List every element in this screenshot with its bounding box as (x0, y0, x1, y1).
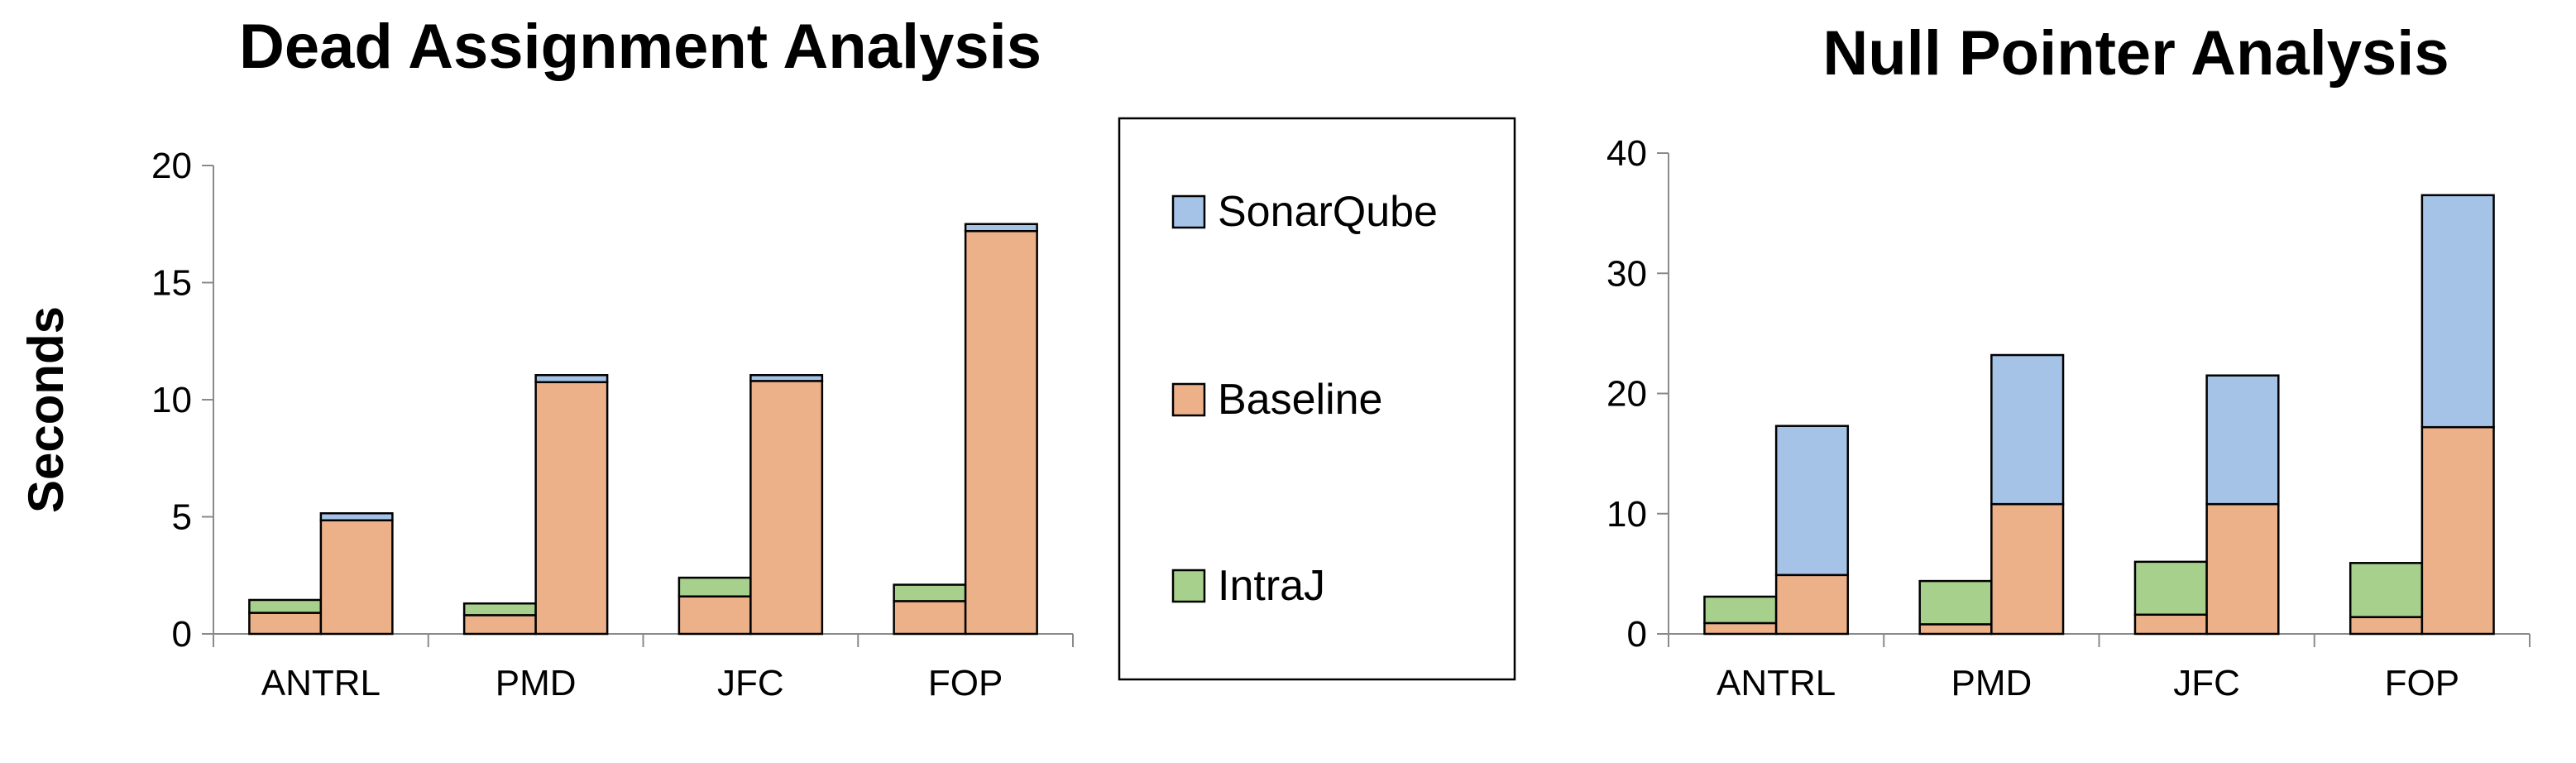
axes: 0 10 20 30 40 ANTRL PMD JFC FOP (1606, 133, 2531, 703)
bar-intraj-pmd (1918, 579, 1993, 626)
y-tick-label: 30 (1606, 253, 1647, 294)
bar-intraj-jfc (2133, 560, 2208, 617)
bar-intraj-antrl (1703, 595, 1778, 625)
bar-intraj-fop (2349, 562, 2424, 618)
bar-sonarqube-pmd (534, 374, 609, 384)
y-tick-label: 5 (172, 497, 192, 538)
bar-baseline-jfc (749, 380, 824, 636)
y-tick-label: 20 (151, 146, 192, 186)
legend-swatch-baseline (1171, 382, 1206, 417)
legend-label-baseline: Baseline (1218, 376, 1382, 424)
bar-intraj-fop (893, 583, 967, 602)
x-tick-label: FOP (928, 663, 1003, 703)
bar-baseline-pmd (1990, 502, 2065, 636)
bars (248, 223, 1038, 636)
bar-baseline-antrl (319, 519, 394, 636)
legend-swatch-intraj (1171, 569, 1206, 603)
bar-sonarqube-fop (964, 223, 1038, 233)
bar-baseline-pmd (462, 614, 537, 636)
bar-baseline-fop (2420, 425, 2495, 636)
bar-intraj-jfc (678, 576, 752, 597)
y-axis-label: Seconds (18, 306, 74, 513)
null-pointer-chart: Null Pointer Analysis 0 10 20 30 40 ANTRL PMD J… (1606, 18, 2531, 703)
bar-baseline-jfc (2205, 502, 2280, 636)
legend: SonarQube Baseline IntraJ (1118, 117, 1516, 681)
bar-sonarqube-antrl (1774, 425, 1850, 577)
y-tick-label: 20 (1606, 374, 1647, 415)
bar-baseline-fop (2349, 616, 2424, 636)
bar-baseline-jfc (678, 595, 752, 636)
bar-baseline-antrl (248, 612, 323, 636)
y-tick-label: 40 (1606, 133, 1647, 174)
y-tick-label: 15 (151, 263, 192, 304)
x-tick-label: JFC (717, 663, 784, 703)
bar-baseline-antrl (1703, 621, 1778, 636)
y-tick-label: 0 (172, 614, 192, 655)
bar-intraj-pmd (462, 602, 537, 617)
bar-baseline-pmd (534, 381, 609, 636)
y-tick-label: 0 (1627, 614, 1647, 655)
bar-sonarqube-jfc (749, 374, 824, 382)
y-tick-label: 10 (1606, 494, 1647, 535)
bar-sonarqube-pmd (1990, 353, 2065, 506)
dead-assignment-chart: Dead Assignment Analysis Seconds 0 5 10 15 2… (18, 12, 1074, 703)
legend-swatch-sonarqube (1171, 194, 1206, 229)
legend-label-intraj: IntraJ (1218, 562, 1325, 610)
bar-baseline-fop (964, 229, 1038, 636)
x-tick-label: PMD (496, 663, 577, 703)
bar-baseline-pmd (1918, 623, 1993, 636)
bar-baseline-fop (893, 600, 967, 636)
bar-sonarqube-jfc (2205, 374, 2280, 506)
bar-baseline-antrl (1774, 573, 1850, 636)
x-tick-label: JFC (2173, 663, 2240, 703)
y-tick-label: 10 (151, 380, 192, 420)
x-tick-label: PMD (1951, 663, 2032, 703)
chart-title: Dead Assignment Analysis (239, 12, 1041, 82)
x-tick-label: FOP (2385, 663, 2459, 703)
bar-baseline-jfc (2133, 613, 2208, 636)
chart-title: Null Pointer Analysis (1822, 18, 2449, 89)
x-tick-label: ANTRL (1717, 663, 1836, 703)
bar-sonarqube-antrl (319, 512, 394, 521)
legend-label-sonarqube: SonarQube (1218, 188, 1438, 236)
bars (1703, 194, 2495, 636)
x-tick-label: ANTRL (261, 663, 381, 703)
bar-sonarqube-fop (2420, 194, 2495, 429)
bar-intraj-antrl (248, 598, 323, 614)
